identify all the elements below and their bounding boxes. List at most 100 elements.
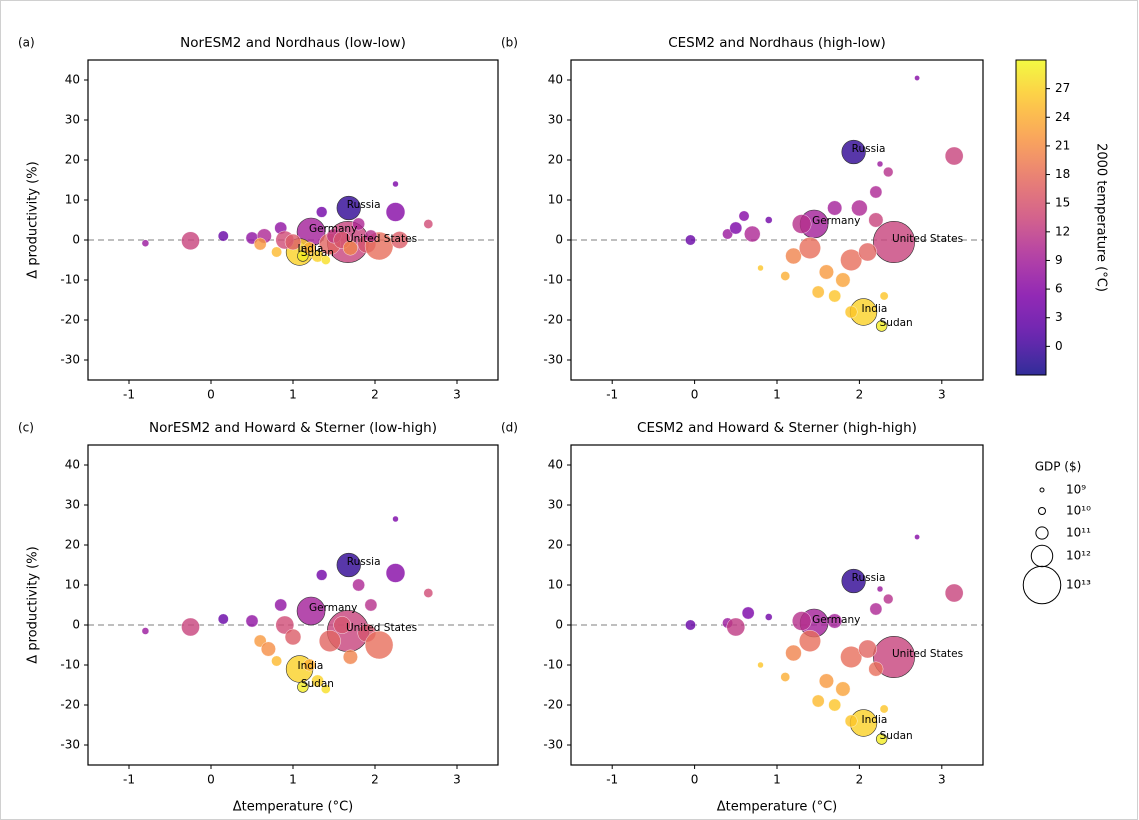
country-label: India — [862, 714, 888, 726]
bubble — [364, 598, 378, 612]
bubble — [738, 210, 750, 222]
bubble — [858, 242, 877, 262]
colorbar-tick-label: 9 — [1055, 253, 1063, 267]
bubble — [352, 578, 365, 592]
plot-frame — [87, 59, 499, 381]
size-legend-label: 10¹² — [1066, 549, 1091, 563]
y-axis-label: Δ productivity (%) — [26, 161, 41, 278]
x-tick-label: -1 — [606, 388, 618, 402]
bubble — [827, 613, 843, 629]
x-tick-label: 1 — [289, 773, 297, 787]
bubble — [729, 221, 743, 235]
colorbar-label: 2000 temperature (°C) — [1094, 143, 1109, 292]
colorbar-tick-label: 18 — [1055, 167, 1070, 181]
bubble — [840, 249, 863, 271]
x-axis-label: Δtemperature (°C) — [233, 800, 353, 815]
bubble — [385, 563, 406, 583]
y-tick-label: -20 — [543, 698, 563, 712]
bubble — [217, 230, 229, 242]
bubble — [274, 598, 288, 612]
bubble — [792, 214, 812, 234]
colorbar-tick-label: 21 — [1055, 138, 1070, 152]
bubble — [841, 568, 866, 594]
bubble — [785, 644, 802, 662]
x-tick-label: 2 — [856, 773, 864, 787]
x-tick-label: 0 — [207, 388, 215, 402]
country-label: Russia — [852, 572, 886, 584]
bubble — [883, 593, 894, 605]
y-tick-label: 10 — [65, 193, 80, 207]
size-legend-label: 10¹³ — [1066, 578, 1091, 592]
size-legend-marker — [1022, 565, 1062, 605]
y-tick-label: -30 — [60, 353, 80, 367]
x-tick-label: 0 — [691, 388, 699, 402]
colorbar-tick-label: 27 — [1055, 81, 1070, 95]
x-tick-label: 0 — [691, 773, 699, 787]
y-tick-label: 40 — [65, 458, 80, 472]
bubble — [944, 146, 964, 166]
y-tick-label: -30 — [543, 353, 563, 367]
country-label: India — [298, 660, 324, 672]
country-label: Sudan — [301, 678, 334, 690]
bubble — [392, 180, 399, 188]
y-tick-label: -20 — [60, 698, 80, 712]
bubble — [879, 704, 889, 714]
bubble — [811, 694, 825, 708]
bubble — [792, 611, 812, 631]
chart-title: CESM2 and Nordhaus (high-low) — [668, 35, 886, 51]
country-label: Germany — [309, 602, 357, 614]
bubble — [799, 630, 821, 652]
y-tick-label: 30 — [548, 498, 563, 512]
bubble — [392, 515, 399, 523]
bubble — [303, 241, 316, 255]
country-label: Germany — [812, 215, 860, 227]
bubble — [744, 225, 761, 243]
country-label: India — [862, 303, 888, 315]
bubble — [818, 264, 834, 280]
x-axis-label: Δtemperature (°C) — [717, 800, 837, 815]
bubble — [296, 596, 326, 626]
bubble — [873, 220, 916, 264]
bubble — [944, 583, 964, 603]
country-label: Germany — [309, 223, 357, 235]
y-tick-label: 20 — [548, 538, 563, 552]
x-tick-label: -1 — [123, 773, 135, 787]
bubble — [385, 202, 406, 222]
bubble — [316, 206, 328, 218]
bubble — [321, 255, 331, 265]
bubble — [253, 237, 267, 251]
colorbar-tick-label: 0 — [1055, 339, 1063, 353]
country-label: United States — [892, 648, 963, 660]
colorbar-tick-label: 3 — [1055, 310, 1063, 324]
bubble — [844, 305, 858, 319]
bubble — [835, 272, 851, 288]
bubble — [780, 271, 791, 281]
bubble — [858, 639, 877, 659]
y-tick-label: 20 — [65, 538, 80, 552]
y-tick-label: 20 — [548, 153, 563, 167]
bubble — [757, 264, 764, 272]
bubble — [181, 231, 200, 251]
bubble — [765, 216, 773, 224]
bubble — [741, 606, 755, 620]
bubble — [685, 234, 696, 246]
y-tick-label: -10 — [543, 658, 563, 672]
plot-frame — [87, 444, 499, 766]
x-tick-label: -1 — [123, 388, 135, 402]
y-tick-label: -30 — [60, 738, 80, 752]
bubble — [835, 681, 851, 697]
bubble — [883, 166, 894, 178]
y-tick-label: 40 — [548, 458, 563, 472]
size-legend-marker — [1039, 487, 1045, 493]
y-tick-label: 10 — [548, 193, 563, 207]
bubble — [141, 239, 150, 247]
panel-label: (c) — [18, 421, 34, 435]
colorbar — [1015, 59, 1047, 376]
country-label: United States — [892, 233, 963, 245]
bubble — [875, 320, 888, 332]
y-tick-label: 40 — [548, 73, 563, 87]
chart-title: NorESM2 and Nordhaus (low-low) — [180, 35, 406, 51]
y-tick-label: 0 — [72, 233, 80, 247]
